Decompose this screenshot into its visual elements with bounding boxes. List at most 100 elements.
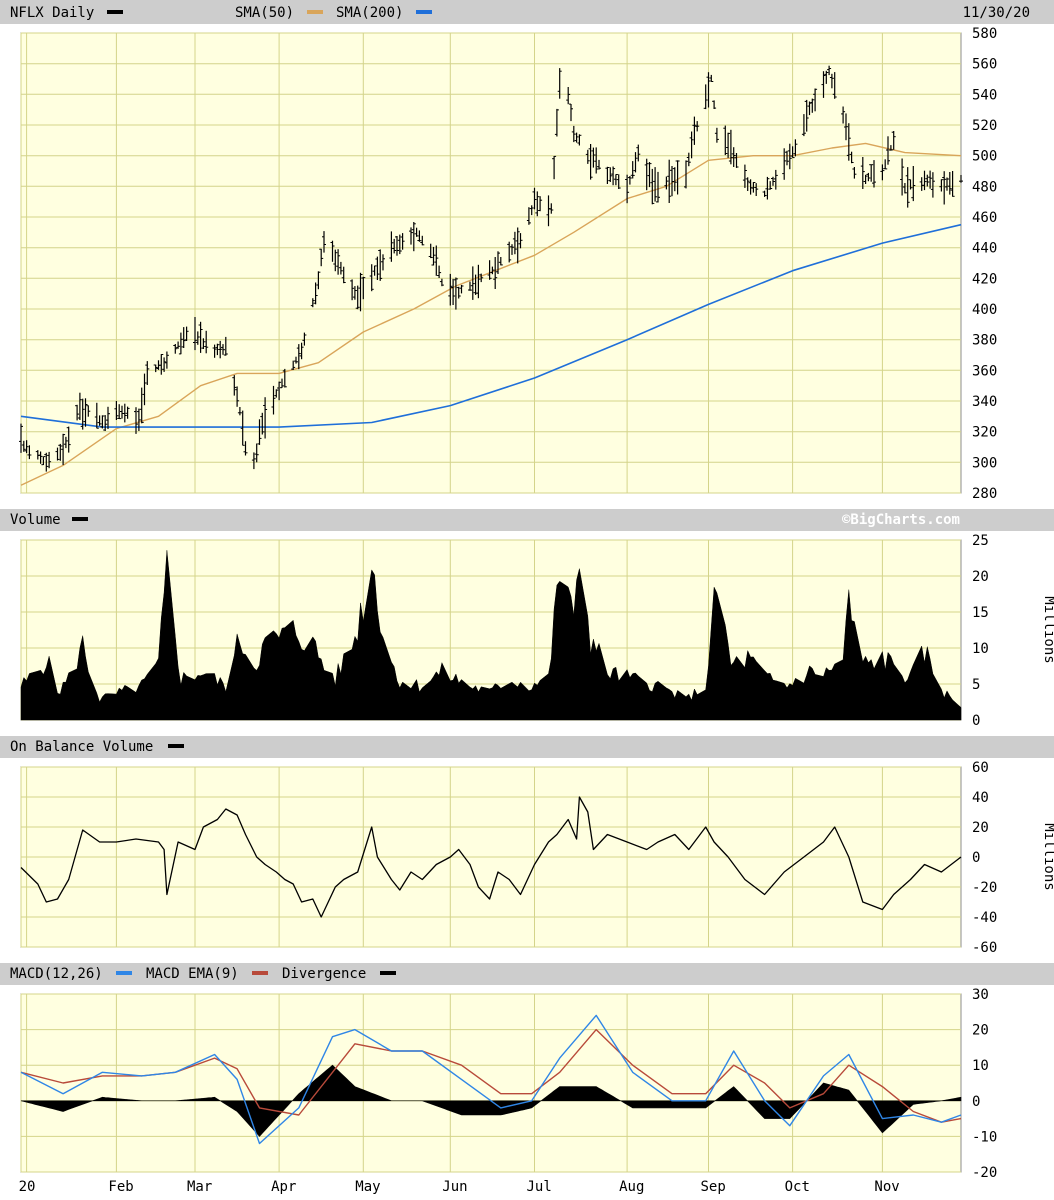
y-tick-label: 15 <box>972 605 989 621</box>
ohlc-bar <box>389 231 394 262</box>
ohlc-bar <box>392 238 397 254</box>
x-tick-label: Mar <box>187 1179 212 1195</box>
ohlc-bar <box>728 129 733 165</box>
ohlc-bar <box>103 415 108 431</box>
ohlc-bar <box>863 174 868 184</box>
y-tick-label: 0 <box>972 850 980 866</box>
ohlc-bar <box>235 386 240 407</box>
ohlc-bar <box>754 183 759 196</box>
divergence-legend-label: Divergence <box>282 966 366 982</box>
macd-ema-line <box>20 1028 962 1123</box>
ohlc-bar <box>420 235 425 246</box>
ohlc-bar <box>860 157 865 189</box>
ohlc-bar <box>880 164 885 181</box>
ohlc-bar <box>302 332 307 346</box>
ohlc-bar <box>529 205 534 216</box>
ohlc-bar <box>594 147 599 174</box>
ohlc-bar <box>849 151 854 164</box>
ohlc-bar <box>647 162 652 188</box>
ohlc-bar <box>518 233 523 249</box>
ohlc-bar <box>299 342 304 360</box>
y-tick-label: 320 <box>972 425 997 441</box>
ohlc-bar <box>535 191 540 217</box>
ohlc-bar <box>496 251 500 274</box>
ohlc-bar <box>905 167 910 208</box>
ohlc-bar <box>409 227 413 245</box>
ohlc-bar <box>453 277 458 310</box>
ohlc-bar <box>27 445 32 460</box>
ohlc-bar <box>630 161 635 179</box>
ohlc-bar <box>712 100 717 109</box>
y-tick-label: 0 <box>972 1094 980 1110</box>
ohlc-bar <box>723 125 728 156</box>
ohlc-bar <box>83 398 88 427</box>
ohlc-bar <box>605 166 610 184</box>
ohlc-bar <box>94 402 99 429</box>
ohlc-bar <box>844 113 848 141</box>
ohlc-bar <box>616 174 621 189</box>
ohlc-bar <box>451 278 456 305</box>
ohlc-bar <box>841 106 846 124</box>
ohlc-bar <box>611 166 616 186</box>
ohlc-bar <box>263 397 268 439</box>
ohlc-bar <box>456 286 461 299</box>
ohlc-bar <box>181 327 186 348</box>
ohlc-bar <box>372 265 377 276</box>
macd-legend-swatch <box>116 971 132 975</box>
ohlc-bar <box>361 276 366 300</box>
ohlc-bar <box>122 403 127 423</box>
ohlc-bar <box>566 87 571 105</box>
y-tick-label: 580 <box>972 26 997 42</box>
ohlc-bar <box>215 343 220 356</box>
ohlc-bar <box>428 243 433 259</box>
ohlc-bar <box>437 265 442 278</box>
y-tick-label: 5 <box>972 677 980 693</box>
ohlc-bar <box>765 176 770 200</box>
ohlc-bar <box>41 456 46 466</box>
ohlc-bar <box>493 257 498 289</box>
ohlc-bar <box>742 164 747 188</box>
y-tick-label: -20 <box>972 1165 997 1181</box>
macd-line <box>20 1014 962 1145</box>
volume-header-band <box>0 509 1054 531</box>
ohlc-bar <box>80 398 85 430</box>
ohlc-bar <box>355 285 360 310</box>
x-tick-label: 20 <box>19 1179 36 1195</box>
ohlc-bar <box>125 406 130 419</box>
ohlc-bar <box>63 436 68 449</box>
x-tick-label: Jun <box>442 1179 467 1195</box>
ohlc-bar <box>832 72 837 99</box>
x-tick-label: Oct <box>785 1179 810 1195</box>
ohlc-bar <box>726 132 731 158</box>
price-header-band <box>0 0 1054 24</box>
x-tick-label: Feb <box>108 1179 133 1195</box>
ohlc-bar <box>804 99 809 132</box>
y-tick-label: 60 <box>972 760 989 776</box>
price-panel <box>20 32 962 494</box>
ohlc-bar <box>557 68 562 99</box>
ohlc-bar <box>939 179 944 192</box>
obv-title: On Balance Volume <box>10 739 153 755</box>
ohlc-bar <box>243 441 248 456</box>
ohlc-bar <box>240 410 245 446</box>
ohlc-bar <box>378 249 383 281</box>
ohlc-bar <box>883 159 888 170</box>
ohlc-bar <box>852 167 857 179</box>
ohlc-bar <box>664 176 669 190</box>
ohlc-bar <box>479 273 484 283</box>
ohlc-bar <box>801 114 806 137</box>
ohlc-bar <box>911 166 916 202</box>
ohlc-bar <box>829 73 834 89</box>
ohlc-bar <box>24 440 29 454</box>
axis-ticks: 2803003203403603804004204404604805005205… <box>19 26 998 1195</box>
ohlc-bar <box>439 278 444 287</box>
ohlc-bar <box>75 404 80 421</box>
ohlc-bar <box>254 443 259 463</box>
ohlc-bar <box>498 257 503 266</box>
ohlc-bar <box>925 174 930 187</box>
ohlc-bar <box>195 331 200 345</box>
y-tick-label: -60 <box>972 940 997 956</box>
x-tick-label: Aug <box>619 1179 644 1195</box>
ohlc-bar <box>100 415 105 429</box>
